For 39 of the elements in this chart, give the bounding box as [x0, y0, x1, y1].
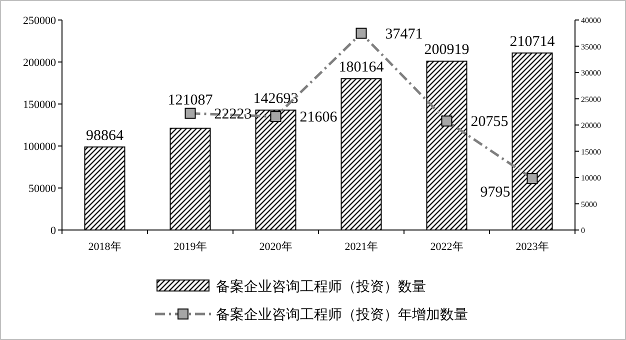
data-label: 180164 — [338, 60, 384, 76]
legend-label: 备案企业咨询工程师（投资）数量 — [216, 278, 426, 295]
y-tick-label: 0 — [50, 225, 56, 237]
point — [270, 111, 282, 122]
data-label: 142693 — [253, 91, 298, 108]
y2-tick-label: 15000 — [581, 147, 601, 156]
data-label: 20755 — [470, 114, 508, 130]
y2-tick-label: 10000 — [581, 174, 601, 182]
y2-tick-label: 40000 — [581, 16, 601, 25]
data-label: 21606 — [300, 110, 338, 126]
y-tick-label: 200000 — [23, 57, 56, 69]
data-label: 200919 — [424, 42, 470, 58]
y2-tick-label: 5000 — [581, 200, 597, 209]
point — [441, 116, 452, 127]
point — [356, 28, 367, 39]
data-label: 37471 — [385, 26, 423, 42]
y2-tick-label: 20000 — [581, 121, 601, 130]
legend-label: 备案企业咨询工程师（投资）年增加数量 — [216, 306, 468, 323]
y-tick-label: 150000 — [23, 99, 56, 111]
y-tick-label: 100000 — [23, 141, 56, 153]
point — [526, 173, 538, 184]
point — [184, 108, 196, 119]
x-tick-label: 2022年 — [430, 241, 464, 253]
y2-tick-label: 35000 — [581, 42, 601, 52]
x-tick-label: 2023年 — [516, 241, 549, 253]
y2-tick-label: 30000 — [581, 68, 601, 78]
data-label: 210714 — [510, 34, 556, 50]
data-label: 22223 — [214, 106, 252, 122]
data-label: 9795 — [480, 184, 510, 201]
x-tick-label: 2020年 — [259, 241, 292, 253]
y2-tick-label: 25000 — [581, 94, 601, 104]
data-label: 121087 — [168, 92, 214, 108]
y2-tick-label: 0 — [581, 226, 585, 235]
x-tick-label: 2018年 — [88, 241, 122, 253]
data-label: 98864 — [86, 128, 124, 144]
x-tick-label: 2021年 — [344, 241, 378, 253]
y-tick-label: 250000 — [23, 15, 56, 27]
x-tick-label: 2019年 — [174, 241, 207, 253]
y-tick-label: 50000 — [28, 183, 56, 195]
